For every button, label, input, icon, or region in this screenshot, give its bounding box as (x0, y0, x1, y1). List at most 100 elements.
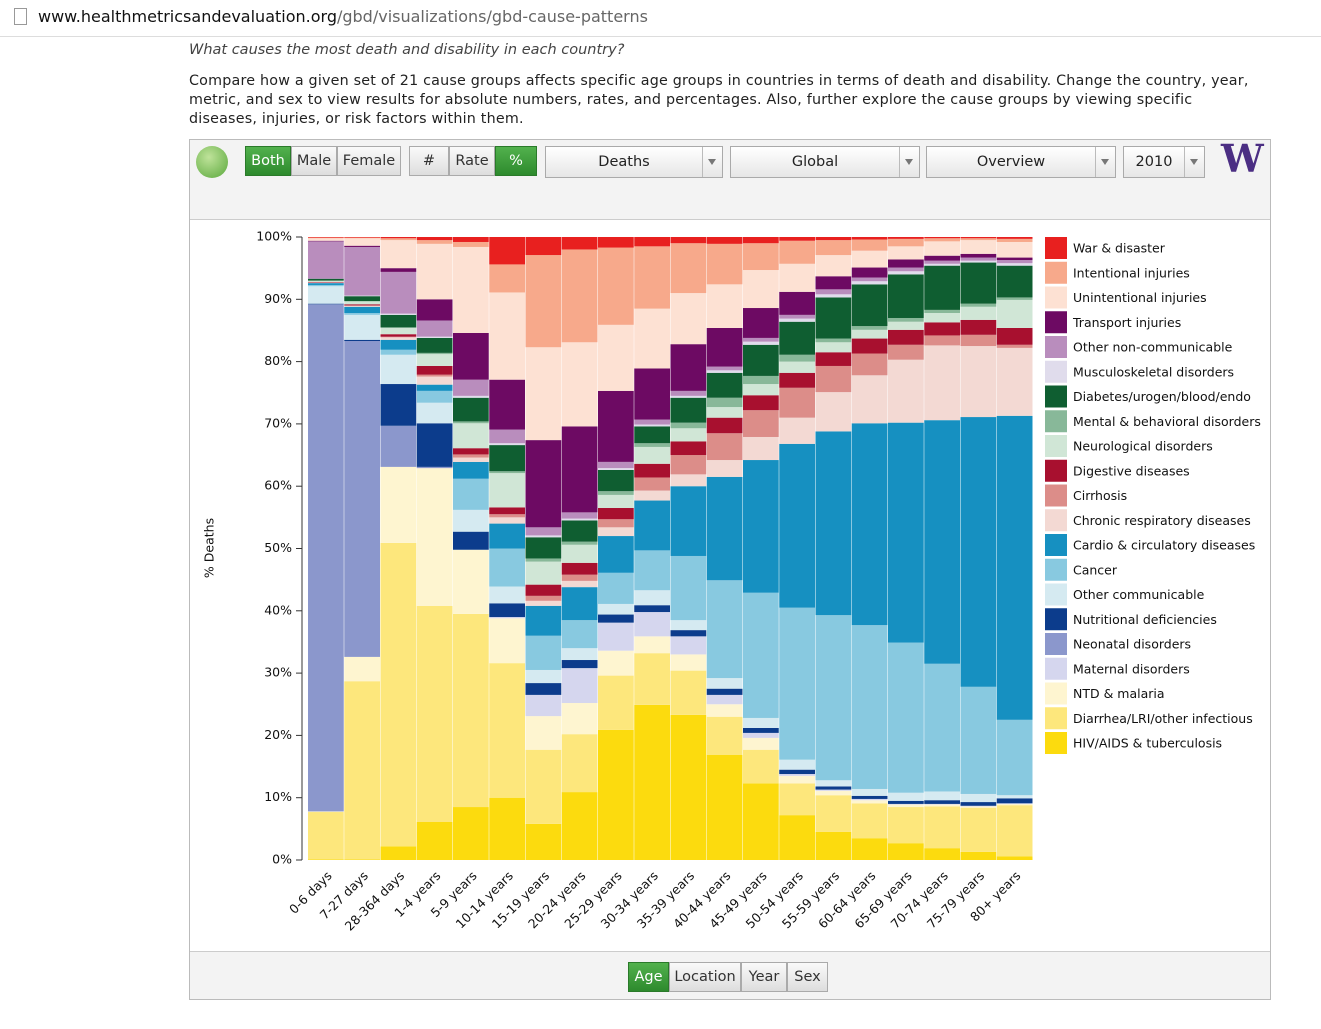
bar-segment (706, 716, 743, 755)
y-tick-label: 0% (272, 852, 292, 867)
bar-segment (670, 344, 707, 391)
dropdown-arrow[interactable] (1184, 147, 1204, 177)
bar-segment (308, 237, 344, 238)
legend-swatch (1045, 435, 1067, 457)
bar-segment (670, 555, 707, 621)
bar-segment (888, 359, 924, 423)
bar-segment (743, 410, 779, 437)
bar-segment (851, 267, 888, 278)
toggle-button[interactable]: Female (337, 146, 401, 176)
bar-segment (924, 309, 960, 314)
bar-segment (670, 654, 707, 671)
bar-segment (634, 636, 670, 654)
toggle-button[interactable]: # (409, 146, 449, 176)
bar-segment (996, 805, 1033, 857)
bar-segment (489, 517, 525, 524)
bar-segment (634, 424, 670, 427)
bar-segment (525, 255, 562, 348)
bar-segment (380, 542, 417, 847)
dropdown-arrow[interactable] (899, 147, 919, 177)
bar-segment (489, 473, 525, 508)
bar-segment (525, 683, 562, 695)
legend-label: Diabetes/urogen/blood/endo (1073, 389, 1251, 404)
bar-segment (598, 390, 634, 462)
legend-swatch (1045, 336, 1067, 358)
bar-segment (743, 308, 779, 338)
bar-segment (996, 803, 1033, 804)
bar-segment (525, 595, 562, 601)
bar-segment (996, 263, 1033, 266)
bar-segment (525, 605, 562, 636)
ihme-logo[interactable] (196, 146, 228, 178)
bar-segment (598, 650, 634, 676)
bar-segment (670, 620, 707, 631)
bar-segment (380, 334, 417, 337)
bar-segment (344, 305, 380, 307)
toggle-button[interactable]: Sex (787, 962, 828, 992)
bar-segment (888, 271, 924, 275)
bar-segment (670, 486, 707, 556)
bar-segment (453, 549, 489, 614)
bar-segment (598, 614, 634, 623)
toggle-button[interactable]: Location (669, 962, 741, 992)
bar-segment (308, 283, 344, 285)
toggle-button[interactable]: Both (245, 146, 291, 176)
uw-logo[interactable]: W (1221, 136, 1264, 181)
bar-segment (489, 514, 525, 518)
bar-segment (924, 238, 960, 242)
url-bar[interactable]: www.healthmetricsandevaluation.org/gbd/v… (0, 0, 1321, 37)
legend-label: Other non-communicable (1073, 340, 1233, 355)
bar-segment (779, 783, 815, 816)
bar-segment (924, 345, 960, 421)
bar-segment (308, 859, 344, 860)
bar-segment (453, 237, 489, 242)
bar-segment (670, 441, 707, 456)
dropdown[interactable]: Global (730, 146, 920, 178)
bar-segment (561, 237, 598, 250)
toggle-button[interactable]: Rate (449, 146, 495, 176)
bar-segment (344, 304, 380, 306)
dropdown[interactable]: Overview (926, 146, 1116, 178)
bar-segment (344, 681, 380, 860)
bar-segment (634, 368, 670, 420)
bar-segment (743, 344, 779, 376)
bar-segment (851, 353, 888, 376)
bar-segment (416, 390, 453, 403)
bar-segment (924, 848, 960, 860)
bar-segment (670, 670, 707, 715)
bar-segment (996, 719, 1033, 796)
dropdown-arrow[interactable] (702, 147, 722, 177)
bar-segment (598, 491, 634, 495)
bar-segment (743, 592, 779, 718)
bar-segment (453, 613, 489, 808)
bar-segment (851, 375, 888, 424)
dropdown-arrow[interactable] (1095, 147, 1115, 177)
bar-segment (525, 823, 562, 860)
bar-segment (453, 397, 489, 422)
toggle-button[interactable]: Male (291, 146, 337, 176)
bar-segment (598, 572, 634, 604)
bar-segment (670, 293, 707, 345)
bar-segment (525, 716, 562, 750)
legend-swatch (1045, 385, 1067, 408)
toggle-button[interactable]: Year (741, 962, 787, 992)
dropdown[interactable]: 2010 (1123, 146, 1205, 178)
bar-segment (453, 421, 489, 424)
toggle-button[interactable]: % (495, 146, 537, 176)
bar-segment (888, 807, 924, 844)
bar-segment (888, 267, 924, 272)
legend-swatch (1045, 608, 1067, 631)
bar-segment (743, 243, 779, 271)
bar-segment (308, 238, 344, 241)
bar-segment (851, 803, 888, 839)
bar-segment (888, 422, 924, 643)
bar-segment (380, 425, 417, 467)
dropdown[interactable]: Deaths (545, 146, 723, 178)
toggle-button[interactable]: Age (628, 962, 669, 992)
question: What causes the most death and disabilit… (189, 42, 625, 58)
bar-segment (598, 622, 634, 651)
bar-segment (453, 531, 489, 550)
bar-segment (851, 788, 888, 796)
bar-segment (743, 237, 779, 244)
bar-segment (344, 245, 380, 247)
